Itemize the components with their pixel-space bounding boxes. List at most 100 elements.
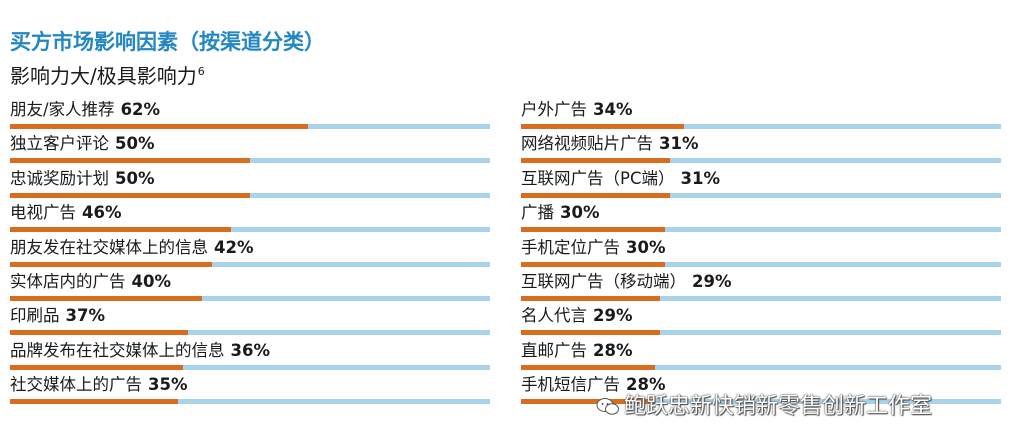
category-label: 名人代言 <box>521 306 587 326</box>
bar-fill <box>10 295 202 301</box>
bar-fill <box>10 124 308 129</box>
subtitle-footnote: 6 <box>197 65 205 79</box>
bar-fill <box>10 158 250 164</box>
bar-fill <box>521 124 685 129</box>
bar-label: 忠诚奖励计划 50% <box>10 169 155 189</box>
bar-label: 手机定位广告 30% <box>521 238 666 258</box>
value-label: 29% <box>593 306 633 326</box>
bar-item: 实体店内的广告 40% <box>10 272 490 306</box>
bar-fill <box>10 399 178 405</box>
bar-label: 户外广告 34% <box>521 100 633 120</box>
category-label: 朋友/家人推荐 <box>10 100 115 119</box>
bar-fill <box>10 330 188 336</box>
bar-item: 忠诚奖励计划 50% <box>10 169 490 203</box>
bar-label: 电视广告 46% <box>10 203 122 223</box>
category-label: 电视广告 <box>10 203 76 223</box>
bar-label: 社交媒体上的广告 35% <box>10 375 188 395</box>
value-label: 35% <box>148 375 188 395</box>
bar-item: 网络视频贴片广告 31% <box>521 134 1001 168</box>
bar-track <box>521 192 1001 198</box>
bar-item: 互联网广告（PC端） 31% <box>521 169 1001 203</box>
category-label: 互联网广告（移动端） <box>521 271 686 291</box>
bar-fill <box>10 192 250 198</box>
bar-fill <box>521 364 656 370</box>
category-label: 朋友发在社交媒体上的信息 <box>10 237 208 257</box>
value-label: 36% <box>230 340 271 360</box>
value-label: 28% <box>626 375 666 395</box>
bar-item: 独立客户评论 50% <box>10 134 490 168</box>
bar-track <box>10 364 490 370</box>
value-label: 29% <box>692 271 732 291</box>
bar-label: 朋友/家人推荐 62% <box>10 100 160 120</box>
bar-fill <box>521 158 670 164</box>
bar-label: 互联网广告（移动端） 29% <box>521 272 732 292</box>
bar-track <box>521 364 1001 370</box>
value-label: 30% <box>626 237 666 257</box>
bar-fill <box>521 192 670 198</box>
category-label: 印刷品 <box>10 306 60 326</box>
wechat-icon <box>596 398 619 415</box>
right-column: 户外广告 34% 网络视频贴片广告 31% 互联网广告（PC端） 31% 广播 30% 手机定位… <box>521 100 1001 410</box>
bar-track <box>10 399 490 405</box>
bar-fill <box>521 399 656 405</box>
chart-subtitle: 影响力大/极具影响力6 <box>10 60 205 89</box>
bar-track <box>10 330 490 336</box>
bar-item: 印刷品 37% <box>10 306 490 340</box>
bar-label: 互联网广告（PC端） 31% <box>521 169 720 189</box>
category-label: 忠诚奖励计划 <box>10 168 109 188</box>
bar-track <box>10 261 490 267</box>
value-label: 30% <box>560 203 600 223</box>
bar-item: 户外广告 34% <box>521 100 1001 134</box>
bar-fill <box>521 330 661 336</box>
value-label: 37% <box>65 306 106 326</box>
bar-item: 品牌发布在社交媒体上的信息 36% <box>10 341 490 375</box>
bar-track <box>521 227 1001 233</box>
bar-fill <box>10 261 212 267</box>
value-label: 31% <box>659 134 699 154</box>
value-label: 31% <box>680 168 720 188</box>
category-label: 户外广告 <box>521 100 587 119</box>
value-label: 40% <box>131 271 172 291</box>
value-label: 50% <box>115 134 155 154</box>
bar-item: 广播 30% <box>521 203 1001 237</box>
value-label: 28% <box>593 340 633 360</box>
category-label: 实体店内的广告 <box>10 271 126 291</box>
category-label: 手机定位广告 <box>521 237 620 257</box>
bar-item: 名人代言 29% <box>521 306 1001 340</box>
bar-label: 实体店内的广告 40% <box>10 272 171 292</box>
category-label: 品牌发布在社交媒体上的信息 <box>10 340 225 360</box>
bar-fill <box>521 261 665 267</box>
bar-label: 朋友发在社交媒体上的信息 42% <box>10 238 254 258</box>
bar-track <box>10 124 490 129</box>
watermark-text: 鲍跃忠新快销新零售创新工作室 <box>624 394 933 419</box>
bar-fill <box>10 364 183 370</box>
category-label: 网络视频贴片广告 <box>521 134 653 154</box>
bar-label: 印刷品 37% <box>10 306 105 326</box>
bar-track <box>521 399 1001 405</box>
bar-item: 手机短信广告 28% <box>521 375 1001 409</box>
category-label: 广播 <box>521 203 554 223</box>
bar-item: 手机定位广告 30% <box>521 238 1001 272</box>
bar-item: 互联网广告（移动端） 29% <box>521 272 1001 306</box>
bar-track <box>10 295 490 301</box>
bar-item: 朋友/家人推荐 62% <box>10 100 490 134</box>
bar-track <box>521 124 1001 129</box>
left-column: 朋友/家人推荐 62% 独立客户评论 50% 忠诚奖励计划 50% 电视广告 46% 朋友发在社… <box>10 100 490 410</box>
bar-track <box>521 261 1001 267</box>
bar-track <box>10 192 490 198</box>
bar-track <box>521 330 1001 336</box>
value-label: 42% <box>214 237 254 257</box>
bar-label: 直邮广告 28% <box>521 341 633 361</box>
bar-label: 独立客户评论 50% <box>10 134 155 154</box>
bar-track <box>10 158 490 164</box>
bar-track <box>521 158 1001 164</box>
bar-item: 电视广告 46% <box>10 203 490 237</box>
value-label: 50% <box>115 168 155 188</box>
subtitle-text: 影响力大/极具影响力 <box>10 64 197 88</box>
bar-label: 手机短信广告 28% <box>521 375 666 395</box>
category-label: 直邮广告 <box>521 340 587 360</box>
bar-label: 网络视频贴片广告 31% <box>521 134 699 154</box>
bar-label: 名人代言 29% <box>521 306 633 326</box>
value-label: 34% <box>593 100 633 119</box>
category-label: 互联网广告（PC端） <box>521 168 675 188</box>
